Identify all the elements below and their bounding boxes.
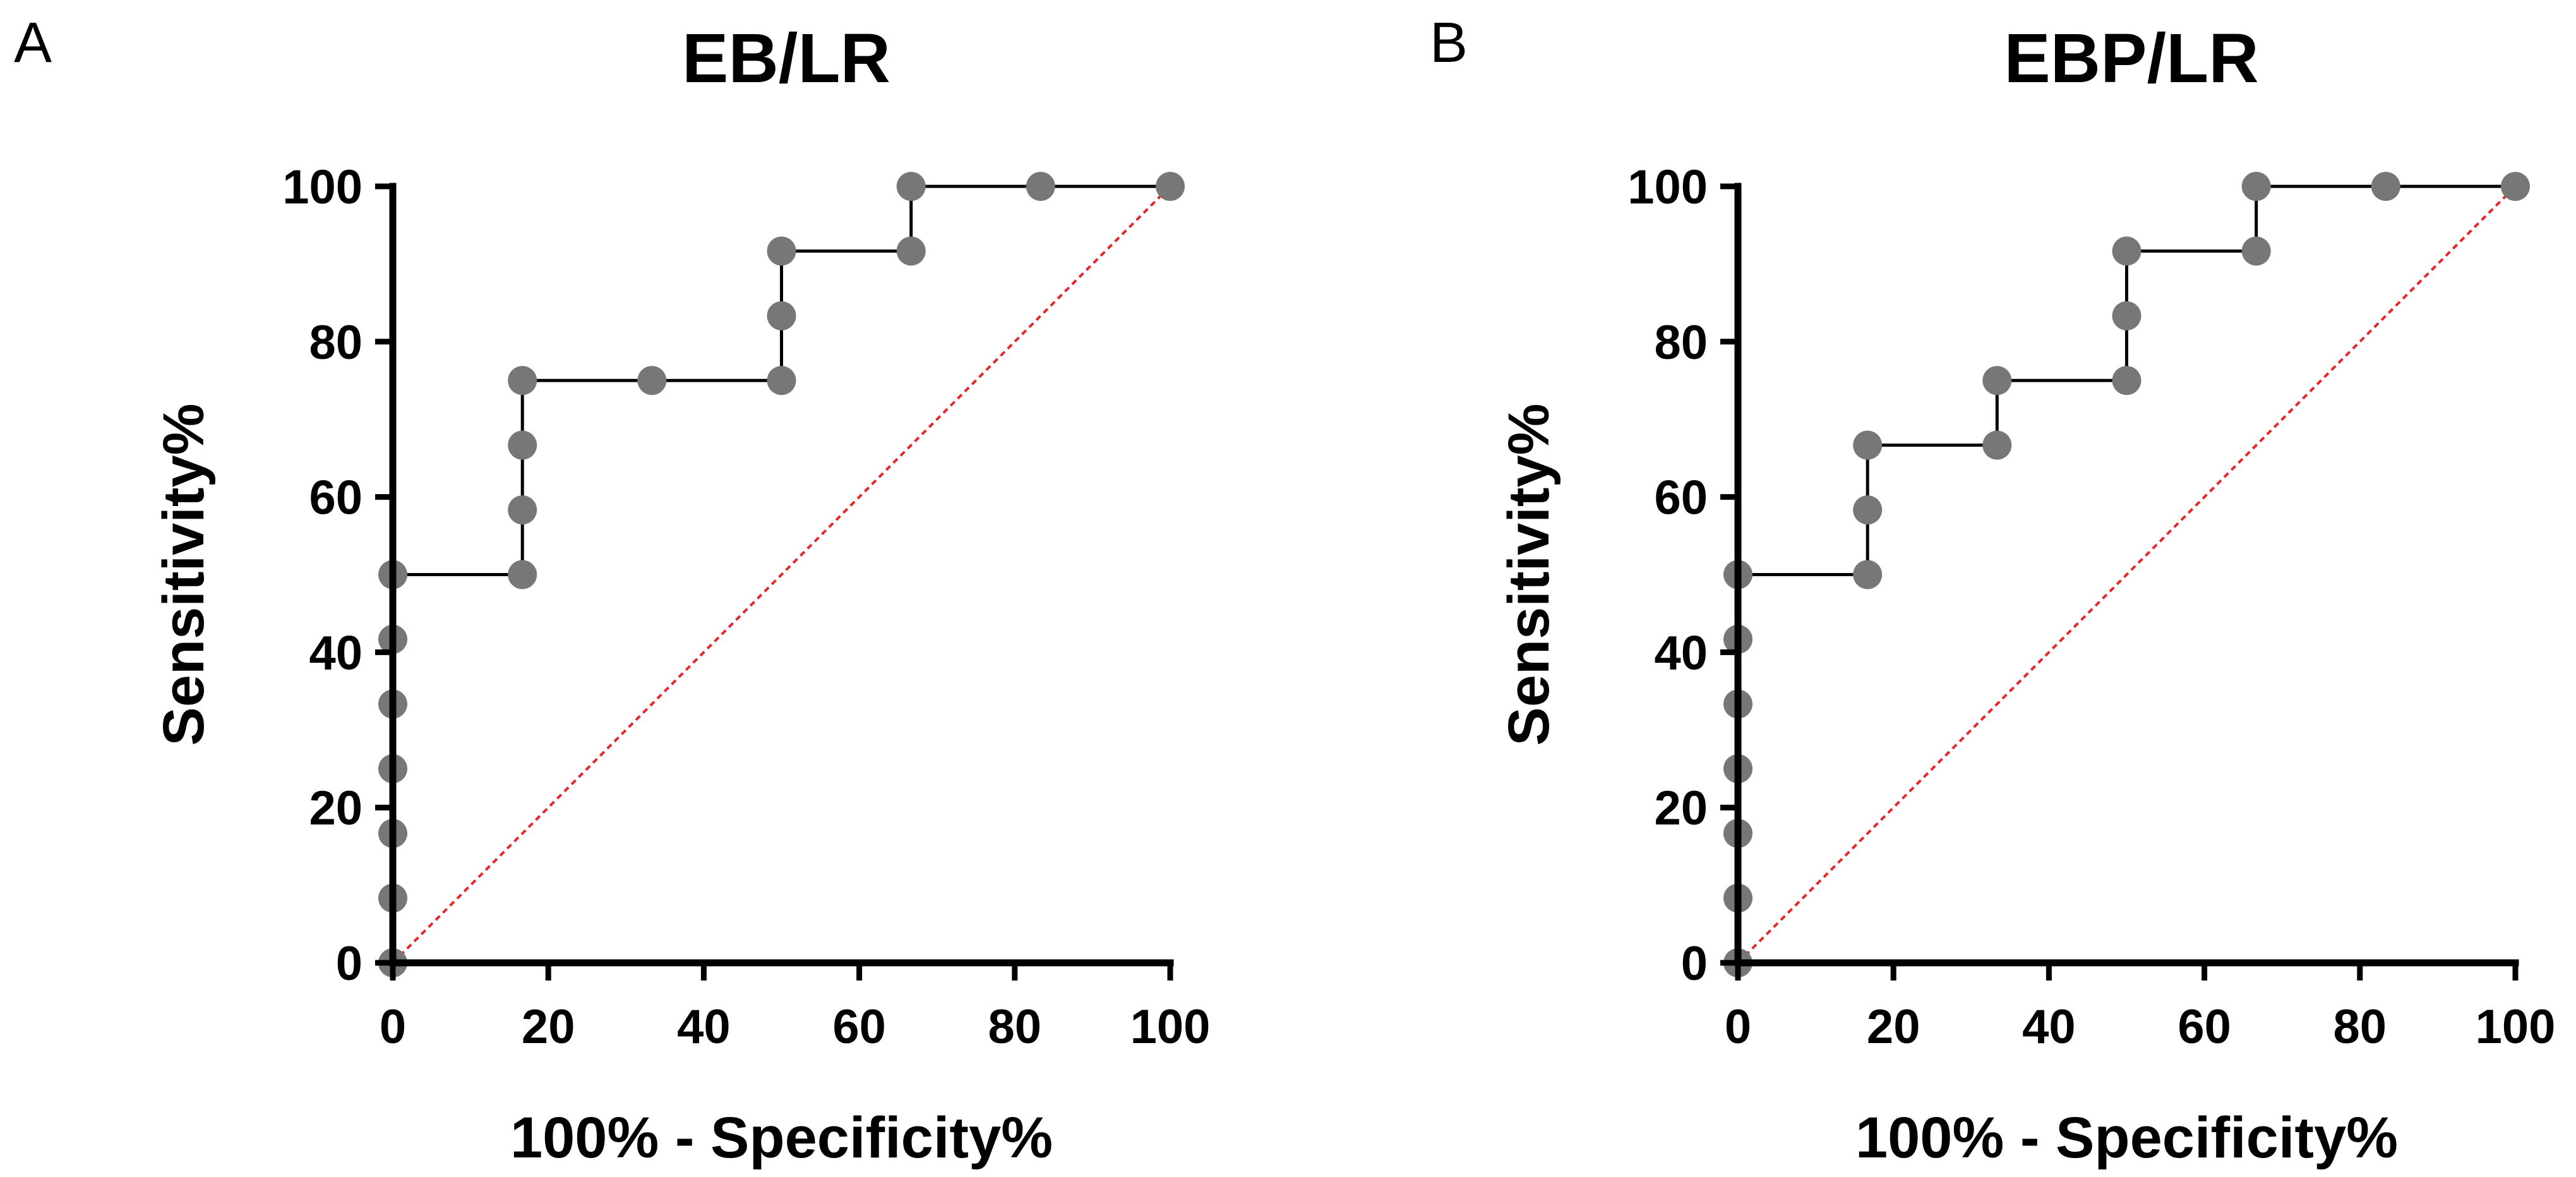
roc-data-point xyxy=(767,366,796,395)
y-tick-label: 20 xyxy=(309,782,362,835)
reference-line xyxy=(1737,185,2517,964)
roc-data-point xyxy=(508,560,537,589)
y-tick-label: 40 xyxy=(1654,626,1708,680)
roc-data-point xyxy=(508,366,537,395)
roc-data-point xyxy=(896,236,926,266)
roc-data-point xyxy=(2501,172,2530,201)
roc-data-point xyxy=(508,495,537,525)
roc-data-point xyxy=(637,366,667,395)
roc-data-point xyxy=(767,301,796,330)
panel-letter: B xyxy=(1430,11,1468,75)
roc-data-point xyxy=(1156,172,1185,201)
x-tick-label: 20 xyxy=(1867,1000,1920,1054)
y-tick-label: 60 xyxy=(1654,471,1708,525)
y-tick-label: 80 xyxy=(1654,316,1708,370)
x-tick-label: 60 xyxy=(2178,1000,2231,1054)
roc-data-point xyxy=(1026,172,1055,201)
reference-line xyxy=(392,185,1171,964)
roc-data-point xyxy=(1853,430,1883,460)
y-tick-label: 40 xyxy=(309,626,362,680)
y-tick-label: 20 xyxy=(1654,782,1708,835)
y-tick-label: 80 xyxy=(309,316,362,370)
x-tick-label: 100 xyxy=(2476,1000,2556,1054)
y-tick-label: 100 xyxy=(1627,160,1708,214)
roc-data-point xyxy=(2371,172,2400,201)
roc-data-point xyxy=(508,430,537,460)
roc-data-point xyxy=(2241,172,2271,201)
roc-data-point xyxy=(1853,560,1883,589)
x-tick-label: 40 xyxy=(677,1000,731,1054)
y-tick-label: 100 xyxy=(282,160,362,214)
panel-a: A EB/LR 0 20 40 60 80 100 0 20 40 60 80 100 100% - Spe… xyxy=(14,11,1210,1170)
y-tick-label: 60 xyxy=(309,471,362,525)
x-tick-label: 100 xyxy=(1130,1000,1211,1054)
x-tick-label: 40 xyxy=(2022,1000,2076,1054)
chart-title: EB/LR xyxy=(682,20,890,97)
x-tick-label: 0 xyxy=(380,1000,406,1054)
roc-data-point xyxy=(896,172,926,201)
roc-data-point xyxy=(1982,366,2012,395)
y-tick-label: 0 xyxy=(336,937,362,991)
y-axis-label: Sensitivity% xyxy=(152,404,216,746)
panel-letter: A xyxy=(14,11,52,75)
roc-data-point xyxy=(1982,430,2012,460)
chart-title: EBP/LR xyxy=(2004,20,2258,97)
x-tick-label: 60 xyxy=(832,1000,886,1054)
roc-data-point xyxy=(2112,301,2142,330)
x-tick-label: 80 xyxy=(2333,1000,2387,1054)
roc-data-point xyxy=(2112,366,2142,395)
x-tick-label: 0 xyxy=(1725,1000,1751,1054)
roc-data-point xyxy=(1853,495,1883,525)
roc-data-point xyxy=(767,236,796,266)
x-tick-label: 20 xyxy=(522,1000,575,1054)
y-axis-label: Sensitivity% xyxy=(1497,404,1561,746)
y-tick-label: 0 xyxy=(1681,937,1708,991)
x-axis-label: 100% - Specificity% xyxy=(510,1106,1053,1170)
x-axis-label: 100% - Specificity% xyxy=(1855,1106,2398,1170)
roc-data-point xyxy=(2241,236,2271,266)
x-tick-label: 80 xyxy=(988,1000,1042,1054)
roc-data-point xyxy=(2112,236,2142,266)
panel-b: B EBP/LR 0 20 40 60 80 100 0 20 40 60 80 100 100% - Sp… xyxy=(1430,11,2555,1170)
